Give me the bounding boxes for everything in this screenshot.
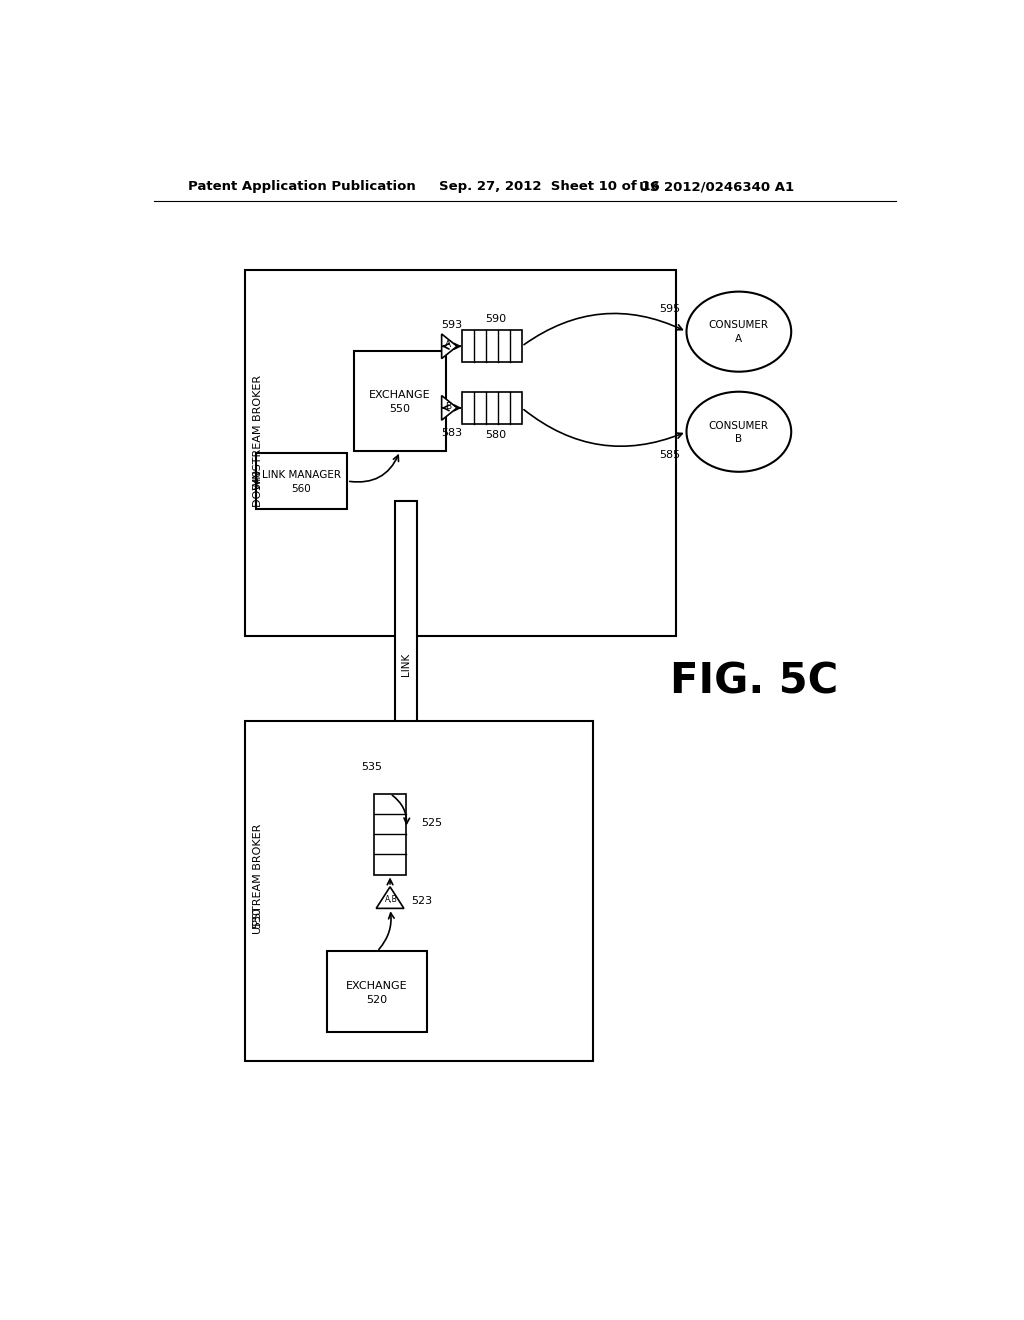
Text: CONSUMER: CONSUMER xyxy=(709,421,769,430)
Text: FIG. 5C: FIG. 5C xyxy=(670,661,838,704)
Bar xyxy=(395,502,417,829)
Text: 525: 525 xyxy=(422,817,442,828)
Text: LINK MANAGER: LINK MANAGER xyxy=(262,470,341,480)
Text: 560: 560 xyxy=(292,483,311,494)
Text: DOWNSTREAM BROKER: DOWNSTREAM BROKER xyxy=(253,375,262,507)
Text: EXCHANGE: EXCHANGE xyxy=(346,981,408,991)
Text: 583: 583 xyxy=(441,428,462,437)
Text: B: B xyxy=(735,434,742,445)
Bar xyxy=(374,793,407,875)
Text: 550: 550 xyxy=(389,404,411,413)
Bar xyxy=(245,271,676,636)
Bar xyxy=(256,453,347,508)
Polygon shape xyxy=(376,887,403,908)
Ellipse shape xyxy=(686,392,792,471)
Polygon shape xyxy=(441,396,457,420)
Text: 595: 595 xyxy=(659,304,680,314)
Text: A,B: A,B xyxy=(385,895,398,904)
Text: UPSTREAM BROKER: UPSTREAM BROKER xyxy=(253,824,262,935)
Text: B: B xyxy=(444,401,451,411)
Text: 590: 590 xyxy=(485,314,506,325)
Text: 593: 593 xyxy=(441,319,462,330)
Text: A: A xyxy=(444,341,451,350)
Polygon shape xyxy=(441,334,457,359)
Bar xyxy=(462,392,521,424)
Text: LINK: LINK xyxy=(401,653,412,676)
Ellipse shape xyxy=(686,292,792,372)
Bar xyxy=(327,952,427,1032)
Text: A: A xyxy=(735,334,742,345)
Text: Sep. 27, 2012  Sheet 10 of 16: Sep. 27, 2012 Sheet 10 of 16 xyxy=(438,181,659,194)
Text: CONSUMER: CONSUMER xyxy=(709,321,769,330)
Text: 535: 535 xyxy=(361,762,382,772)
Text: 580: 580 xyxy=(485,430,506,440)
Text: 523: 523 xyxy=(412,896,433,907)
Bar xyxy=(354,351,446,451)
Text: 520: 520 xyxy=(367,995,387,1005)
Text: 585: 585 xyxy=(659,450,680,459)
Text: 540: 540 xyxy=(253,470,262,491)
Bar xyxy=(462,330,521,363)
Text: Patent Application Publication: Patent Application Publication xyxy=(188,181,416,194)
Bar xyxy=(245,721,593,1061)
Text: EXCHANGE: EXCHANGE xyxy=(370,389,431,400)
Text: US 2012/0246340 A1: US 2012/0246340 A1 xyxy=(639,181,794,194)
Text: 530: 530 xyxy=(253,907,262,928)
